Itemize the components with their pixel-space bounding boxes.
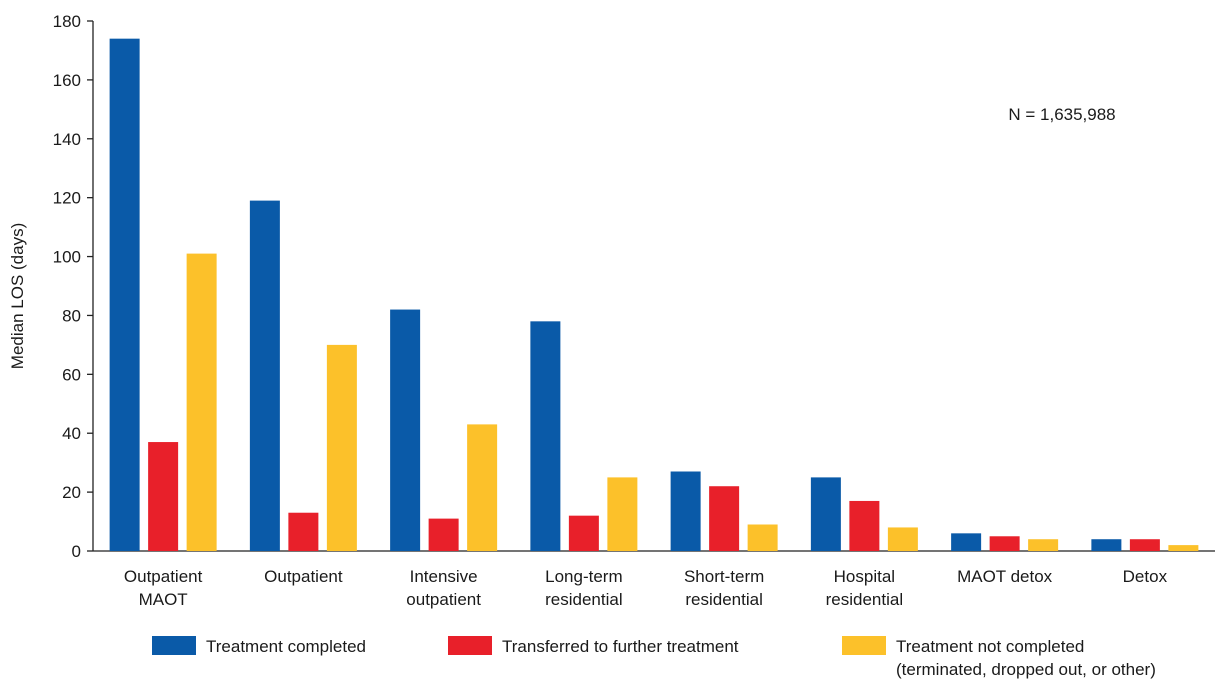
x-tick-label: Hospital residential <box>826 567 904 609</box>
x-tick-label: Outpatient MAOT <box>124 567 203 609</box>
x-tick-label: Intensive outpatient <box>406 567 481 609</box>
x-axis: Outpatient MAOT Outpatient Intensive outpati… <box>93 550 1215 609</box>
bar <box>390 309 421 551</box>
bar <box>568 515 599 551</box>
bar <box>747 524 778 551</box>
y-axis-label: Median LOS (days) <box>8 223 27 369</box>
legend-label: Treatment completed <box>206 637 366 656</box>
x-tick-label: MAOT detox <box>957 567 1053 586</box>
legend-label: Treatment not completed (terminated, drop… <box>896 637 1156 679</box>
bar <box>186 253 217 551</box>
bar <box>530 321 561 551</box>
legend: Treatment completed Transferred to furthe… <box>152 636 1156 679</box>
y-tick-label: 120 <box>53 189 81 208</box>
y-tick-label: 80 <box>62 306 81 325</box>
bar <box>148 442 179 551</box>
legend-label: Transferred to further treatment <box>502 637 739 656</box>
y-tick-label: 20 <box>62 483 81 502</box>
bar <box>887 527 918 551</box>
y-tick-label: 0 <box>72 542 81 561</box>
x-tick-label: Outpatient <box>264 567 343 586</box>
bar <box>709 486 740 551</box>
bar <box>1129 539 1160 551</box>
legend-swatch <box>842 636 886 655</box>
y-axis: 0 20 40 60 80 100 120 140 160 180 <box>53 12 94 561</box>
bar <box>1168 545 1199 551</box>
x-tick-label: Detox <box>1123 567 1168 586</box>
bar <box>288 512 319 551</box>
y-tick-label: 60 <box>62 365 81 384</box>
x-tick-label: Short-term residential <box>684 567 764 609</box>
legend-swatch <box>448 636 492 655</box>
y-tick-label: 140 <box>53 130 81 149</box>
y-tick-label: 100 <box>53 248 81 267</box>
bar <box>989 536 1020 551</box>
bar <box>951 533 982 551</box>
bar <box>1028 539 1059 551</box>
bar <box>849 500 880 551</box>
x-tick-label: Long-term residential <box>545 567 623 609</box>
bar <box>109 38 140 551</box>
bars <box>109 38 1199 551</box>
bar <box>670 471 701 551</box>
y-tick-label: 160 <box>53 71 81 90</box>
bar <box>249 200 280 551</box>
bar <box>1091 539 1122 551</box>
bar <box>326 344 357 551</box>
bar <box>428 518 459 551</box>
bar <box>467 424 498 551</box>
bar <box>810 477 841 551</box>
y-tick-label: 40 <box>62 424 81 443</box>
legend-swatch <box>152 636 196 655</box>
sample-size-annotation: N = 1,635,988 <box>1008 105 1115 124</box>
y-tick-label: 180 <box>53 12 81 31</box>
bar <box>607 477 638 551</box>
